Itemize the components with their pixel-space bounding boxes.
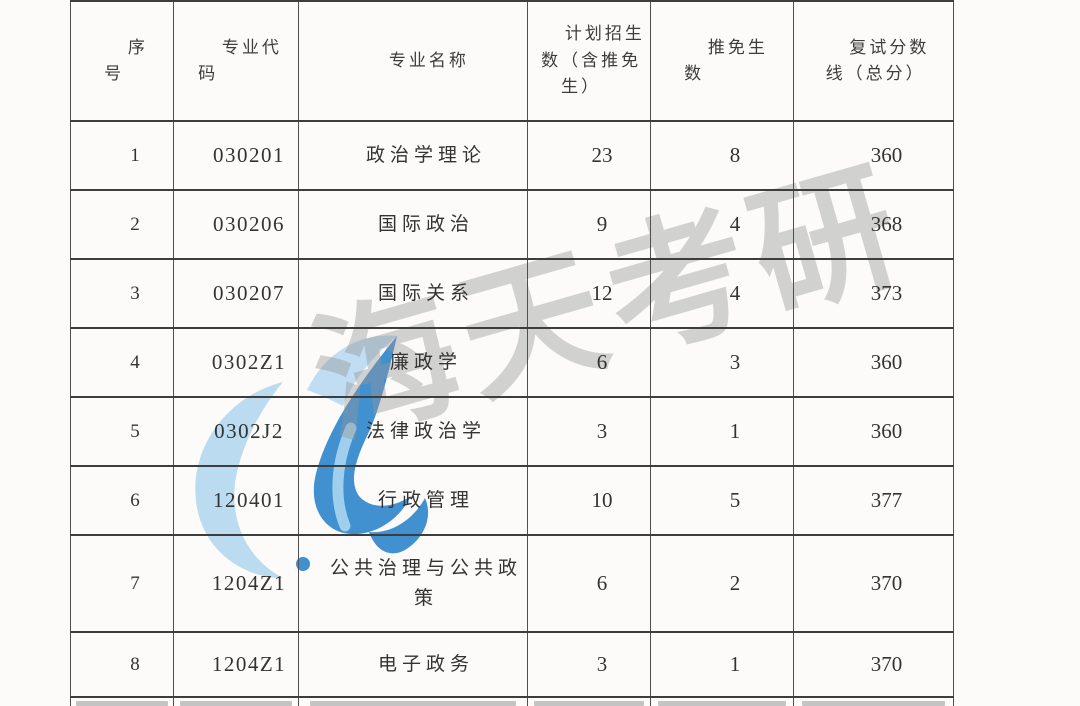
cell-recommended: 8 (650, 120, 794, 191)
cell-major-code: 030206 (173, 189, 299, 260)
cell-major-code: 1204Z1 (173, 534, 299, 633)
cell-score-line: 373 (793, 258, 954, 329)
cell-recommended: 1 (650, 396, 794, 467)
cell-index: 5 (70, 396, 174, 467)
header-index: 序 号 (70, 0, 174, 122)
cell-recommended: 3 (650, 327, 794, 398)
cell-recommended: 2 (650, 534, 794, 633)
cell-major-name: 电子政务 (298, 631, 528, 698)
cell-major-name: 公共治理与公共政 策 (298, 534, 528, 633)
cell-planned: 9 (527, 189, 651, 260)
cell-score-line: 360 (793, 396, 954, 467)
table-row: 6 120401 行政管理 10 5 377 (70, 465, 954, 536)
cell-major-name: 廉政学 (298, 327, 528, 398)
cell-planned: 23 (527, 120, 651, 191)
cutoff-cell (650, 696, 794, 706)
table-row: 3 030207 国际关系 12 4 373 (70, 258, 954, 329)
header-recommended-count: 推免生 数 (650, 0, 794, 122)
cutoff-cell (527, 696, 651, 706)
cell-major-code: 030207 (173, 258, 299, 329)
cell-major-name: 法律政治学 (298, 396, 528, 467)
admission-score-table: 序 号 专业代 码 专业名称 计划招生 数（含推免 生） 推免生 数 复试分数 … (70, 0, 954, 706)
cell-major-code: 0302Z1 (173, 327, 299, 398)
table-row: 2 030206 国际政治 9 4 368 (70, 189, 954, 260)
table-row: 5 0302J2 法律政治学 3 1 360 (70, 396, 954, 467)
cell-major-name: 行政管理 (298, 465, 528, 536)
table-row: 8 1204Z1 电子政务 3 1 370 (70, 631, 954, 698)
cell-recommended: 4 (650, 189, 794, 260)
table-row: 1 030201 政治学理论 23 8 360 (70, 120, 954, 191)
cell-planned: 6 (527, 327, 651, 398)
cell-index: 7 (70, 534, 174, 633)
header-planned-enrollment: 计划招生 数（含推免 生） (527, 0, 651, 122)
cell-recommended: 4 (650, 258, 794, 329)
cell-score-line: 360 (793, 120, 954, 191)
cell-major-code: 0302J2 (173, 396, 299, 467)
cutoff-next-row (70, 696, 954, 706)
cutoff-cell (298, 696, 528, 706)
cell-planned: 3 (527, 631, 651, 698)
cell-index: 8 (70, 631, 174, 698)
cell-score-line: 377 (793, 465, 954, 536)
cell-major-name: 国际关系 (298, 258, 528, 329)
cell-planned: 10 (527, 465, 651, 536)
cell-score-line: 360 (793, 327, 954, 398)
cell-planned: 6 (527, 534, 651, 633)
cell-recommended: 1 (650, 631, 794, 698)
cell-major-name: 政治学理论 (298, 120, 528, 191)
cell-score-line: 368 (793, 189, 954, 260)
cell-score-line: 370 (793, 631, 954, 698)
cell-major-name: 国际政治 (298, 189, 528, 260)
cell-score-line: 370 (793, 534, 954, 633)
cell-planned: 12 (527, 258, 651, 329)
cell-major-code: 030201 (173, 120, 299, 191)
cell-recommended: 5 (650, 465, 794, 536)
cutoff-cell (70, 696, 174, 706)
cell-planned: 3 (527, 396, 651, 467)
header-row: 序 号 专业代 码 专业名称 计划招生 数（含推免 生） 推免生 数 复试分数 … (70, 0, 954, 122)
cell-index: 1 (70, 120, 174, 191)
cell-index: 2 (70, 189, 174, 260)
header-major-name: 专业名称 (298, 0, 528, 122)
table-row: 4 0302Z1 廉政学 6 3 360 (70, 327, 954, 398)
cell-index: 6 (70, 465, 174, 536)
cell-major-code: 1204Z1 (173, 631, 299, 698)
header-score-line: 复试分数 线（总分） (793, 0, 954, 122)
cell-index: 3 (70, 258, 174, 329)
header-major-code: 专业代 码 (173, 0, 299, 122)
table-row: 7 1204Z1 公共治理与公共政 策 6 2 370 (70, 534, 954, 633)
cell-major-code: 120401 (173, 465, 299, 536)
cell-index: 4 (70, 327, 174, 398)
cutoff-cell (173, 696, 299, 706)
cutoff-cell (793, 696, 954, 706)
